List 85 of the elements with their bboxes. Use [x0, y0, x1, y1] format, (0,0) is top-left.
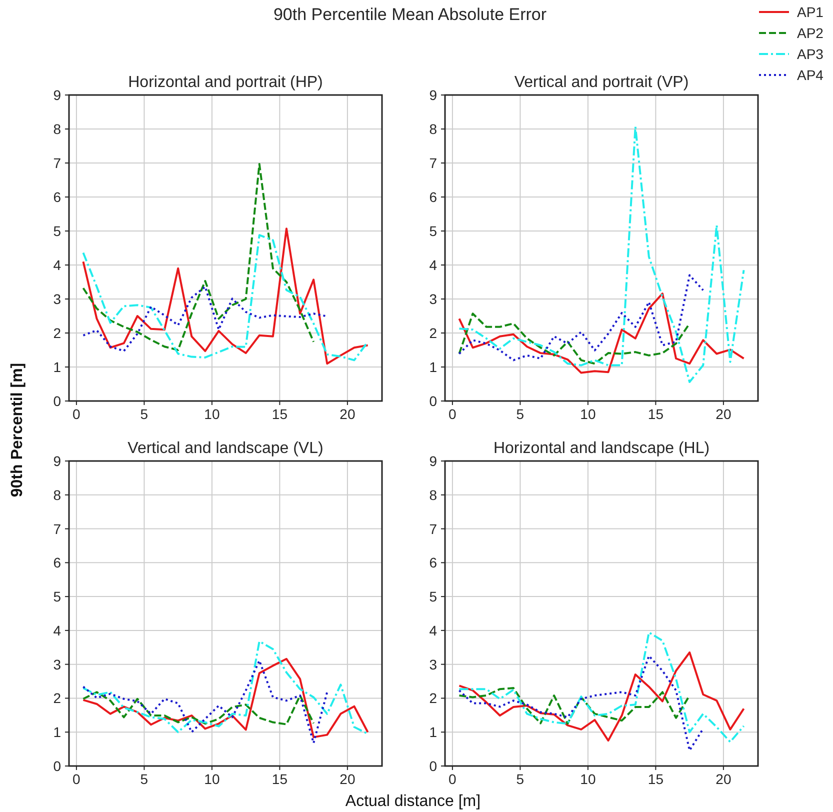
line-series	[458, 312, 691, 365]
y-tick-label: 0	[53, 758, 62, 774]
x-tick-label: 0	[448, 406, 457, 422]
y-tick-label: 5	[53, 588, 62, 605]
y-tick-label: 4	[53, 622, 62, 638]
text: 90th Percentile Mean Absolute Error	[273, 5, 547, 24]
line-series	[82, 658, 369, 738]
y-tick-label: 7	[53, 155, 62, 171]
line-series	[458, 126, 745, 383]
x-tick-label: 15	[648, 406, 664, 422]
x-tick-label: 5	[516, 771, 524, 787]
y-tick-label: 4	[53, 257, 62, 273]
y-tick-label: 3	[429, 656, 438, 672]
y-tick-label: 4	[429, 622, 438, 638]
y-tick-label: 8	[429, 121, 438, 137]
legend-label: AP4	[797, 67, 824, 83]
line-series	[82, 286, 328, 352]
x-tick-label: 5	[140, 406, 148, 422]
y-tick-label: 5	[429, 588, 438, 605]
y-tick-label: 9	[429, 453, 438, 469]
line-series	[458, 687, 691, 725]
y-tick-label: 8	[429, 486, 438, 503]
line-series	[82, 163, 315, 351]
x-tick-label: 10	[204, 406, 220, 422]
y-tick-label: 0	[53, 393, 62, 409]
y-tick-label: 9	[53, 453, 62, 469]
x-tick-label: 15	[648, 771, 664, 787]
legend-label: AP1	[797, 4, 824, 20]
y-tick-label: 6	[429, 554, 438, 571]
legend-label: AP3	[797, 46, 824, 62]
y-tick-label: 7	[429, 155, 438, 171]
chart-title: Vertical and portrait (VP)	[514, 74, 689, 91]
y-tick-label: 7	[429, 520, 438, 537]
x-tick-label: 0	[72, 771, 81, 787]
x-tick-label: 5	[140, 771, 148, 787]
y-tick-label: 7	[53, 520, 62, 537]
x-tick-label: 10	[204, 771, 220, 787]
line-series	[458, 654, 704, 752]
y-tick-label: 6	[53, 189, 62, 205]
y-tick-label: 9	[53, 87, 62, 103]
y-tick-label: 9	[429, 87, 438, 103]
y-tick-label: 5	[53, 223, 62, 239]
x-tick-label: 15	[272, 406, 288, 422]
y-tick-label: 1	[429, 724, 438, 740]
y-tick-label: 2	[429, 690, 438, 706]
y-tick-label: 2	[53, 325, 62, 341]
y-tick-label: 5	[429, 223, 438, 239]
y-tick-label: 4	[429, 257, 438, 273]
chart-title: Horizontal and landscape (HL)	[493, 440, 710, 457]
x-tick-label: 15	[272, 771, 288, 787]
x-axis-title: Actual distance [m]	[345, 793, 481, 810]
x-tick-label: 20	[340, 406, 356, 422]
y-tick-label: 8	[53, 486, 62, 503]
x-tick-label: 0	[72, 406, 81, 422]
line-series	[458, 631, 745, 743]
y-tick-label: 0	[429, 758, 438, 774]
x-tick-label: 10	[580, 406, 596, 422]
x-tick-label: 20	[340, 771, 356, 787]
line-series	[82, 660, 328, 744]
x-tick-label: 0	[448, 771, 457, 787]
y-tick-label: 1	[429, 359, 438, 375]
y-tick-label: 3	[429, 291, 438, 307]
y-tick-label: 2	[53, 690, 62, 706]
y-tick-label: 0	[429, 393, 438, 409]
chart-title: Horizontal and portrait (HP)	[128, 74, 323, 91]
y-tick-label: 6	[53, 554, 62, 571]
y-tick-label: 2	[429, 325, 438, 341]
chart-title: Vertical and landscape (VL)	[128, 440, 324, 457]
line-series	[82, 691, 315, 726]
line-series	[82, 640, 369, 735]
y-tick-label: 3	[53, 656, 62, 672]
line-series	[458, 651, 745, 742]
x-tick-label: 20	[716, 406, 732, 422]
y-tick-label: 1	[53, 359, 62, 375]
line-series	[458, 292, 745, 374]
y-tick-label: 6	[429, 189, 438, 205]
y-axis-title: 90th Percentil [m]	[9, 362, 26, 498]
y-tick-label: 1	[53, 724, 62, 740]
x-tick-label: 10	[580, 771, 596, 787]
legend-label: AP2	[797, 25, 824, 41]
x-tick-label: 5	[516, 406, 524, 422]
y-tick-label: 3	[53, 291, 62, 307]
y-tick-label: 8	[53, 121, 62, 137]
line-series	[458, 274, 704, 362]
x-tick-label: 20	[716, 771, 732, 787]
